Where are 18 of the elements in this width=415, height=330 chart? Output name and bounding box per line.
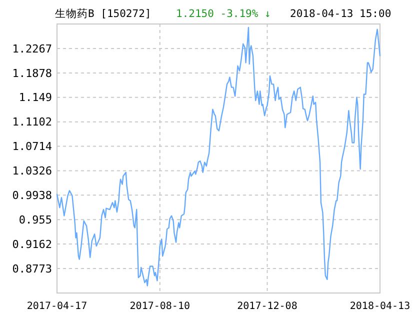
chart-subtitle: 1.2150 -3.19% ↓ bbox=[176, 8, 271, 20]
chart-title: 生物药B [150272] bbox=[55, 7, 152, 20]
y-tick-label: 1.0714 bbox=[12, 140, 52, 154]
y-tick-label: 1.1878 bbox=[12, 66, 52, 80]
y-tick-label: 1.1102 bbox=[12, 116, 52, 129]
y-tick-label: 1.2267 bbox=[12, 42, 52, 56]
x-tick-label: 2017-04-17 bbox=[26, 301, 88, 312]
text: 2018-04-13 15:00 bbox=[290, 8, 392, 20]
y-tick-label: 0.8773 bbox=[12, 262, 52, 276]
x-tick-label: 2017-12-08 bbox=[237, 301, 298, 312]
x-tick-label: 2018-04-13 bbox=[350, 301, 410, 312]
y-tick-label: 1.0326 bbox=[12, 164, 52, 178]
line-series bbox=[56, 26, 381, 286]
y-tick-label: 0.9162 bbox=[12, 238, 52, 251]
y-tick-label: 0.955 bbox=[18, 213, 52, 226]
x-tick-label: 2017-08-10 bbox=[130, 301, 190, 312]
y-tick-label: 0.9938 bbox=[12, 189, 52, 202]
y-tick-label: 1.149 bbox=[18, 91, 52, 104]
